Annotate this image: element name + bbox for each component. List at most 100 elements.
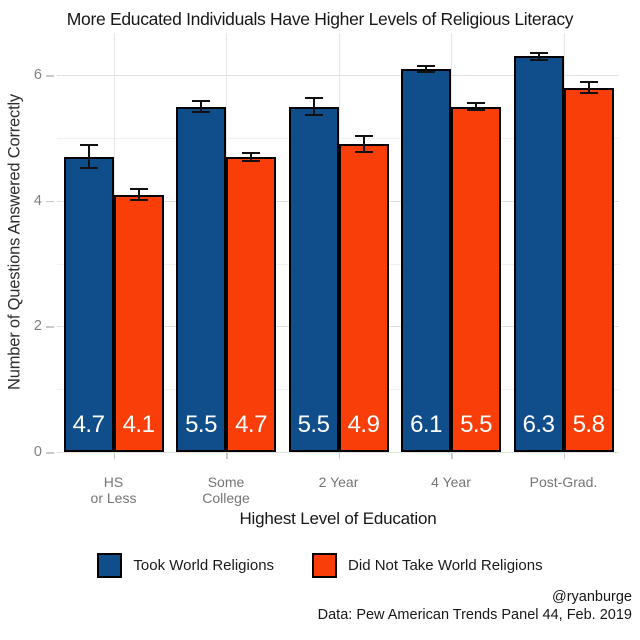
error-bar-cap-bottom <box>304 114 323 116</box>
legend-label: Did Not Take World Religions <box>348 557 543 574</box>
bar-value-label: 6.1 <box>410 411 442 438</box>
error-bar-cap-bottom <box>354 151 373 154</box>
x-tick-mark <box>338 453 340 459</box>
x-tick-mark <box>226 453 228 459</box>
error-bar-cap-bottom <box>79 167 98 170</box>
y-axis-title: Number of Questions Answered Correctly <box>5 94 24 390</box>
error-bar-cap-top <box>529 51 548 54</box>
error-bar <box>354 135 373 154</box>
bar-took-1 <box>176 106 226 452</box>
error-bar-stem <box>537 51 540 61</box>
y-tick-label: 2 <box>33 318 42 335</box>
error-bar-cap-bottom <box>529 58 548 61</box>
error-bar-stem <box>312 97 315 116</box>
x-tick-label-line: Some <box>207 474 245 490</box>
caption: @ryanburge Data: Pew American Trends Pan… <box>318 589 632 624</box>
x-tick-label: Some College <box>178 474 274 506</box>
x-tick-label-line: Post-Grad. <box>529 474 598 490</box>
error-bar-cap-top <box>129 188 148 191</box>
bar-didnot-4 <box>563 87 614 452</box>
error-bar-cap-bottom <box>192 110 210 113</box>
error-bar <box>192 100 210 113</box>
x-tick-mark <box>563 453 565 459</box>
error-bar-cap-top <box>242 151 260 154</box>
chart-title: More Educated Individuals Have Higher Le… <box>66 9 574 29</box>
major-gridline <box>57 452 619 453</box>
error-bar-cap-bottom <box>579 92 598 95</box>
bar-value-label: 4.9 <box>347 411 380 438</box>
error-bar-cap-top <box>354 135 373 138</box>
y-tick-mark <box>46 326 54 328</box>
legend: Took World Religions Did Not Take World R… <box>0 553 640 578</box>
error-bar-stem <box>587 81 590 95</box>
x-axis-title: Highest Level of Education <box>239 509 437 528</box>
bar-value-label: 5.5 <box>185 411 217 438</box>
error-bar <box>129 188 148 201</box>
error-bar-stem <box>362 135 365 154</box>
x-tick-label-line: 4 Year <box>431 474 471 490</box>
x-tick-label-line: or Less <box>90 489 137 506</box>
error-bar <box>529 51 548 61</box>
error-bar-stem <box>87 144 90 170</box>
bar-took-0 <box>63 156 114 452</box>
error-bar-stem <box>475 102 477 111</box>
error-bar <box>242 151 260 162</box>
error-bar-cap-top <box>79 144 98 147</box>
bar-didnot-0 <box>113 194 164 452</box>
x-tick-label: HS or Less <box>66 474 162 506</box>
error-bar <box>417 65 435 73</box>
x-tick-label: Post-Grad. <box>516 474 612 491</box>
error-bar-stem <box>137 188 140 201</box>
y-tick-label: 6 <box>33 67 42 84</box>
bar-value-label: 5.5 <box>297 411 330 438</box>
x-tick-label: 2 Year <box>291 474 387 491</box>
legend-label: Took World Religions <box>133 557 275 574</box>
legend-item-did-not-take: Did Not Take World Religions <box>312 553 543 578</box>
error-bar <box>579 81 598 95</box>
major-gridline <box>57 75 619 77</box>
error-bar-cap-bottom <box>129 198 148 201</box>
legend-swatch-icon <box>97 553 123 578</box>
bar-took-2 <box>288 106 339 452</box>
error-bar-stem <box>250 151 252 162</box>
error-bar-cap-top <box>417 65 435 68</box>
error-bar-cap-bottom <box>467 108 485 111</box>
x-tick-mark <box>113 453 115 459</box>
bar-took-4 <box>513 56 564 452</box>
x-tick-label-line: College <box>202 489 250 506</box>
bar-took-3 <box>401 68 451 452</box>
caption-data-source: Data: Pew American Trends Panel 44, Feb.… <box>317 606 632 623</box>
x-tick-mark <box>451 453 453 459</box>
y-tick-mark <box>46 200 54 203</box>
bar-value-label: 5.8 <box>572 411 605 438</box>
legend-swatch-icon <box>312 553 338 578</box>
x-tick-label: 4 Year <box>403 474 499 491</box>
error-bar-cap-top <box>192 100 210 103</box>
x-tick-label-line: HS <box>103 474 124 490</box>
bar-value-label: 4.7 <box>72 411 105 438</box>
error-bar <box>467 102 485 111</box>
error-bar-cap-bottom <box>417 70 435 73</box>
error-bar <box>79 144 98 170</box>
bar-value-label: 4.7 <box>235 411 267 438</box>
y-tick-mark <box>46 452 54 454</box>
error-bar-stem <box>200 100 202 113</box>
bar-value-label: 6.3 <box>522 411 555 438</box>
error-bar <box>304 97 323 116</box>
bar-didnot-1 <box>226 156 276 452</box>
bar-didnot-2 <box>338 144 389 452</box>
caption-author-handle: @ryanburge <box>551 589 632 605</box>
plot-panel: 4.7 5.5 5.5 6.1 6.3 4.1 4.7 4.9 5.5 5.8 <box>57 33 619 453</box>
bar-value-label: 4.1 <box>122 411 155 438</box>
bar-didnot-3 <box>451 106 501 452</box>
y-tick-label: 0 <box>33 444 42 460</box>
legend-item-took: Took World Religions <box>97 553 274 578</box>
y-tick-mark <box>46 75 54 77</box>
error-bar-cap-bottom <box>242 159 260 162</box>
error-bar-cap-top <box>304 97 323 100</box>
error-bar-cap-top <box>579 81 598 84</box>
bar-value-label: 5.5 <box>460 411 492 438</box>
error-bar-cap-top <box>467 102 485 105</box>
error-bar-stem <box>425 65 427 73</box>
